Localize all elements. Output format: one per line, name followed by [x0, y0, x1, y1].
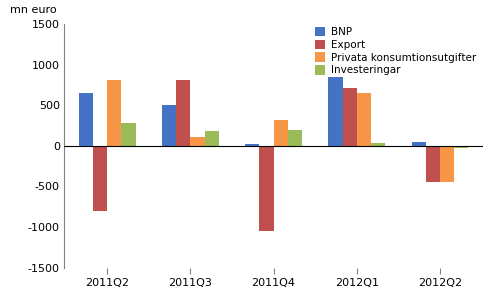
Bar — [246, 144, 259, 146]
Legend: BNP, Export, Privata konsumtionsutgifter, Investeringar: BNP, Export, Privata konsumtionsutgifter… — [313, 25, 478, 78]
Bar — [412, 142, 426, 146]
Bar — [121, 123, 136, 146]
Bar — [454, 146, 468, 148]
Bar — [176, 80, 190, 146]
Bar — [259, 146, 274, 231]
Bar — [426, 146, 440, 182]
Bar — [79, 93, 93, 146]
Bar — [93, 146, 107, 211]
Bar — [440, 146, 454, 182]
Bar — [190, 137, 205, 146]
Bar — [162, 105, 176, 146]
Bar — [107, 80, 121, 146]
Bar — [274, 119, 288, 146]
Bar — [328, 77, 343, 146]
Text: mn euro: mn euro — [10, 5, 56, 15]
Bar — [343, 88, 357, 146]
Bar — [288, 130, 302, 146]
Bar — [205, 130, 219, 146]
Bar — [371, 143, 385, 146]
Bar — [357, 93, 371, 146]
